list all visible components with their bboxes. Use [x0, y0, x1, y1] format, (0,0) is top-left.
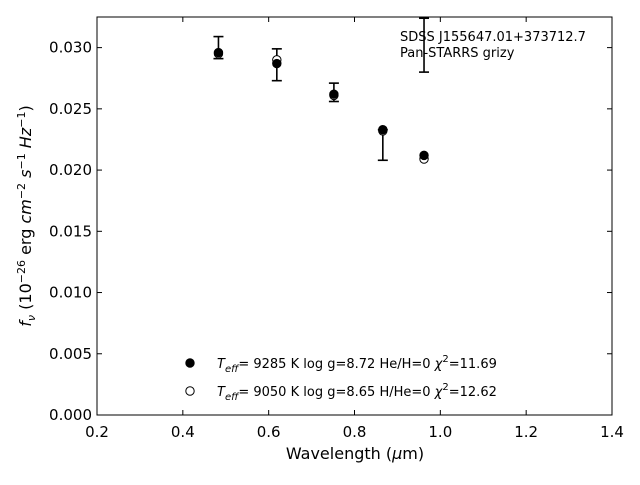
object-name-annotation: SDSS J155647.01+373712.7 — [400, 30, 586, 45]
legend: Teff= 9285 K log g=8.72 He/H=0 χ2=11.69 … — [185, 354, 497, 403]
model-point-filled — [378, 124, 388, 135]
y-tick-label: 0.015 — [49, 222, 92, 240]
plot-frame — [96, 16, 613, 416]
x-tick-label: 1.0 — [428, 423, 452, 441]
y-axis-label: fν (10−26 erg cm−2 s−1 Hz−1) — [15, 105, 38, 326]
model-point-filled — [329, 89, 339, 99]
x-tick-label: 0.6 — [257, 423, 281, 441]
legend-marker-filled — [185, 358, 195, 368]
axis-ticks: 0.2 0.4 0.6 0.8 1.0 1.2 1.4 0.000 0.005 0.010 0.01… — [49, 17, 624, 441]
survey-annotation: Pan-STARRS grizy — [400, 46, 515, 61]
y-tick-label: 0.000 — [49, 406, 92, 424]
y-tick-label: 0.025 — [49, 100, 92, 118]
x-tick-label: 0.2 — [85, 423, 109, 441]
model-point-filled — [419, 150, 429, 161]
model-point-filled — [213, 47, 224, 58]
y-tick-label: 0.020 — [49, 161, 92, 179]
legend-marker-open — [185, 386, 195, 396]
x-axis-label: Wavelength (μm) — [286, 444, 424, 463]
y-tick-label: 0.010 — [49, 284, 92, 302]
y-tick-label: 0.030 — [49, 39, 92, 57]
data-points — [213, 47, 429, 164]
error-bars — [213, 17, 430, 162]
legend-entry-2: Teff= 9050 K log g=8.65 H/He=0 χ2=12.62 — [217, 382, 497, 403]
model-point-filled — [272, 58, 282, 69]
y-tick-label: 0.005 — [49, 345, 92, 363]
x-tick-label: 0.4 — [171, 423, 195, 441]
x-tick-label: 0.8 — [343, 423, 367, 441]
x-tick-label: 1.4 — [600, 423, 624, 441]
x-tick-label: 1.2 — [514, 423, 538, 441]
legend-entry-1: Teff= 9285 K log g=8.72 He/H=0 χ2=11.69 — [217, 354, 497, 375]
